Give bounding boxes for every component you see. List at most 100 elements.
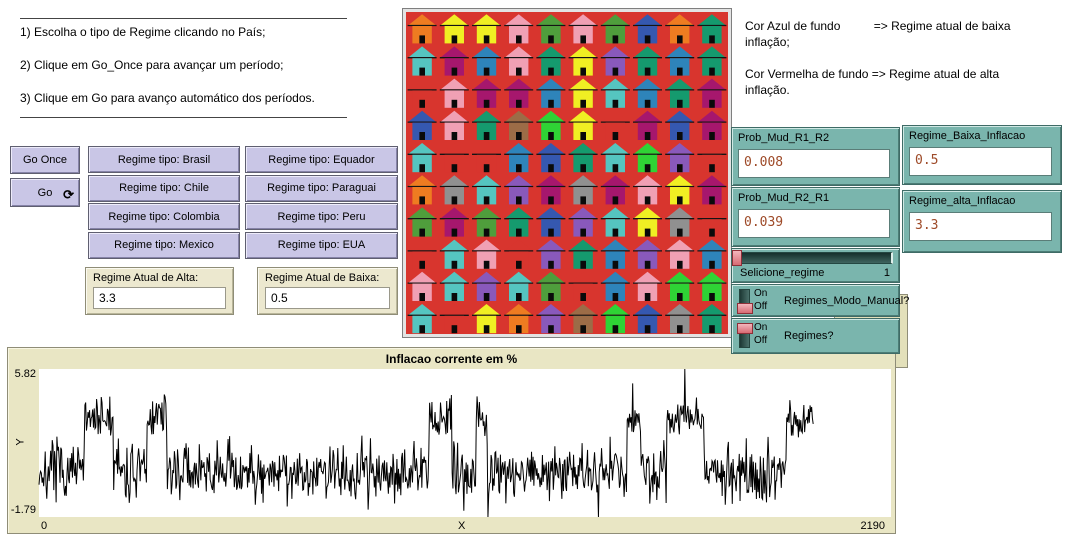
house-4-7[interactable] [633, 143, 662, 173]
house-3-2[interactable] [472, 110, 501, 140]
house-7-5[interactable] [568, 239, 598, 269]
house-5-4[interactable] [536, 175, 566, 205]
input-field[interactable]: 0.5 [909, 147, 1052, 176]
regime-button-mexico[interactable]: Regime tipo: Mexico [88, 231, 240, 259]
house-3-0[interactable] [407, 110, 437, 140]
house-0-6[interactable] [600, 14, 630, 44]
house-1-3[interactable] [504, 46, 534, 76]
house-8-9[interactable] [697, 271, 727, 301]
house-8-4[interactable] [536, 271, 566, 301]
house-2-5[interactable] [568, 78, 598, 108]
go-button[interactable]: Go ⟳ [10, 178, 80, 207]
house-3-5[interactable] [568, 110, 598, 140]
house-1-9[interactable] [697, 46, 727, 76]
switch-knob[interactable] [737, 323, 753, 334]
house-9-9[interactable] [697, 304, 727, 334]
house-9-8[interactable] [665, 304, 695, 334]
house-3-7[interactable] [633, 110, 662, 140]
house-4-1[interactable] [439, 143, 469, 173]
house-1-1[interactable] [439, 46, 469, 76]
house-0-7[interactable] [633, 14, 662, 44]
slider-handle[interactable] [732, 250, 742, 266]
house-0-2[interactable] [472, 14, 501, 44]
input-regime-alta-inflacao[interactable]: Regime_alta_Inflacao 3.3 [902, 190, 1062, 253]
house-2-1[interactable] [439, 78, 469, 108]
house-1-4[interactable] [536, 46, 566, 76]
slider-selicione-regime[interactable]: Selicione_regime 1 [731, 248, 900, 283]
input-prob-mud-r2-r1[interactable]: Prob_Mud_R2_R1 0.039 [731, 187, 900, 247]
house-4-4[interactable] [536, 143, 566, 173]
house-1-0[interactable] [407, 46, 437, 76]
house-2-7[interactable] [633, 78, 662, 108]
house-0-9[interactable] [697, 14, 727, 44]
go-once-button[interactable]: Go Once [10, 146, 80, 174]
house-7-9[interactable] [697, 239, 727, 269]
house-0-8[interactable] [665, 14, 695, 44]
house-1-7[interactable] [633, 46, 662, 76]
house-7-6[interactable] [600, 239, 630, 269]
slider-track[interactable] [739, 252, 893, 264]
house-5-2[interactable] [472, 175, 501, 205]
house-1-6[interactable] [600, 46, 630, 76]
input-field[interactable]: 0.039 [738, 209, 890, 238]
house-0-1[interactable] [439, 14, 469, 44]
house-4-6[interactable] [600, 143, 630, 173]
house-8-1[interactable] [439, 271, 469, 301]
house-8-8[interactable] [665, 271, 695, 301]
house-7-4[interactable] [536, 239, 566, 269]
input-prob-mud-r1-r2[interactable]: Prob_Mud_R1_R2 0.008 [731, 127, 900, 186]
house-1-8[interactable] [665, 46, 695, 76]
regime-button-equador[interactable]: Regime tipo: Equador [245, 146, 398, 173]
switch-regimes-modo-manual[interactable]: On Off Regimes_Modo_Manual? [731, 284, 909, 317]
house-8-6[interactable] [600, 271, 630, 301]
house-5-1[interactable] [439, 175, 469, 205]
house-6-3[interactable] [504, 207, 534, 237]
house-9-0[interactable] [407, 304, 437, 334]
house-8-5[interactable] [568, 271, 598, 301]
house-3-9[interactable] [697, 110, 727, 140]
world-canvas[interactable] [406, 12, 728, 334]
house-7-0[interactable] [407, 239, 437, 269]
house-4-5[interactable] [568, 143, 598, 173]
house-7-3[interactable] [504, 239, 534, 269]
house-3-1[interactable] [439, 110, 469, 140]
house-5-6[interactable] [600, 175, 630, 205]
house-9-6[interactable] [600, 304, 630, 334]
switch-knob[interactable] [737, 303, 753, 314]
house-4-3[interactable] [504, 143, 534, 173]
house-2-0[interactable] [407, 78, 437, 108]
house-4-9[interactable] [697, 143, 727, 173]
house-3-6[interactable] [600, 110, 630, 140]
house-7-8[interactable] [665, 239, 695, 269]
regime-button-paraguai[interactable]: Regime tipo: Paraguai [245, 174, 398, 202]
house-6-2[interactable] [472, 207, 501, 237]
house-6-0[interactable] [407, 207, 437, 237]
regime-button-colombia[interactable]: Regime tipo: Colombia [88, 203, 240, 231]
house-8-7[interactable] [633, 271, 662, 301]
house-9-4[interactable] [536, 304, 566, 334]
house-5-0[interactable] [407, 175, 437, 205]
house-4-0[interactable] [407, 143, 437, 173]
house-2-3[interactable] [504, 78, 534, 108]
house-8-0[interactable] [407, 271, 437, 301]
house-6-5[interactable] [568, 207, 598, 237]
switch-track[interactable] [737, 289, 753, 314]
house-0-4[interactable] [536, 14, 566, 44]
house-7-1[interactable] [439, 239, 469, 269]
house-0-3[interactable] [504, 14, 534, 44]
house-9-5[interactable] [568, 304, 598, 334]
house-4-2[interactable] [472, 143, 501, 173]
house-8-2[interactable] [472, 271, 501, 301]
house-5-3[interactable] [504, 175, 534, 205]
input-field[interactable]: 0.008 [738, 149, 890, 178]
house-6-6[interactable] [600, 207, 630, 237]
house-3-4[interactable] [536, 110, 566, 140]
house-3-8[interactable] [665, 110, 695, 140]
house-5-5[interactable] [568, 175, 598, 205]
regime-button-brasil[interactable]: Regime tipo: Brasil [88, 146, 240, 173]
house-8-3[interactable] [504, 271, 534, 301]
switch-track[interactable] [737, 323, 753, 348]
input-regime-baixa-inflacao[interactable]: Regime_Baixa_Inflacao 0.5 [902, 125, 1062, 185]
house-2-8[interactable] [665, 78, 695, 108]
house-0-5[interactable] [568, 14, 598, 44]
